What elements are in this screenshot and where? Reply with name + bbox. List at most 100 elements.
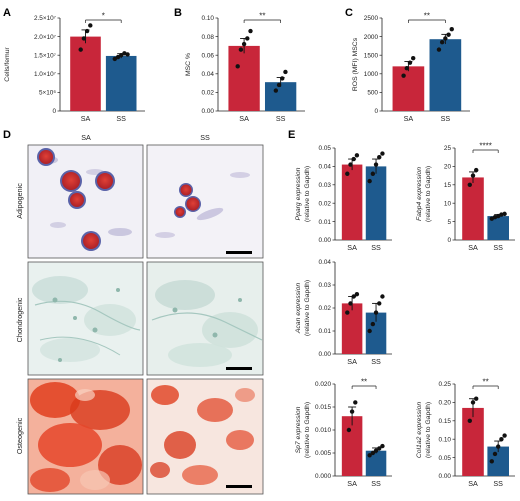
micrograph-adipogenic-ss <box>146 144 264 259</box>
significance-label: ** <box>482 378 488 387</box>
y-tick-label: 1.0×10⁷ <box>34 71 57 78</box>
category-label: SA <box>347 357 357 366</box>
data-point <box>370 171 376 176</box>
significance-label: ** <box>259 12 265 21</box>
y-tick-label: 0.25 <box>439 381 452 388</box>
y-tick-label: 0.00 <box>319 237 332 244</box>
y-tick-label: 0.02 <box>319 305 332 312</box>
data-point <box>84 28 90 34</box>
data-point <box>276 82 282 88</box>
y-tick-label: 2500 <box>364 15 379 22</box>
bar-sa <box>228 45 260 111</box>
image-column-header-ss: SS <box>200 133 210 142</box>
y-tick-label: 0.01 <box>319 219 332 226</box>
chart-e4: 0.000 0.005 0.010 0.015 0.020 Sp7 expression(… <box>295 378 392 488</box>
category-label: SA <box>347 479 357 488</box>
data-point <box>467 182 472 187</box>
y-axis-label: Sp7 expression <box>295 406 302 453</box>
data-point <box>404 66 409 71</box>
data-point <box>345 171 350 176</box>
data-point <box>443 36 448 41</box>
y-tick-label: 0.02 <box>319 200 332 207</box>
category-label: SS <box>441 114 451 123</box>
micrograph-grid: SA SS Adipogenic Chondrogenic Osteogenic <box>15 133 264 495</box>
data-point <box>367 328 372 334</box>
data-point <box>351 294 356 299</box>
y-tick-label: 0.04 <box>319 259 332 266</box>
data-point <box>370 450 376 456</box>
y-tick-label: 0.03 <box>319 282 332 289</box>
image-row-label-chondrogenic: Chondrogenic <box>15 297 24 342</box>
data-point <box>115 54 121 60</box>
data-point <box>283 69 288 75</box>
scale-bar <box>226 485 252 488</box>
category-label: SA <box>468 479 478 488</box>
micrograph-adipogenic-sa <box>27 144 144 259</box>
micrograph-chondrogenic-ss <box>146 261 264 376</box>
y-tick-label: 20 <box>444 164 452 171</box>
y-tick-label: 0.00 <box>319 351 332 358</box>
data-point <box>377 301 382 306</box>
data-point <box>380 443 385 449</box>
chart-e2: 0 5 10 15 20 25 Fabp4 expression (relative to G… <box>416 142 515 252</box>
y-axis-label-unit: (relative to Gapdh) <box>304 280 311 336</box>
data-point <box>439 39 445 45</box>
y-tick-label: 0.10 <box>439 436 452 443</box>
data-point <box>119 53 124 58</box>
y-tick-label: 2.5×10⁷ <box>34 15 57 22</box>
data-point <box>245 36 250 41</box>
data-point <box>78 47 83 52</box>
y-axis-label-unit: (relative to Gapdh) <box>304 402 311 458</box>
y-tick-label: 0.015 <box>315 404 331 411</box>
chart-c: 0 500 1000 1500 2000 2500 ROS (MFI) MSCs SA SS ** <box>352 12 470 123</box>
y-tick-label: 0.01 <box>319 328 332 335</box>
chart-e3: 0.00 0.01 0.02 0.03 0.04 Acan expression (rela… <box>295 259 392 366</box>
y-tick-label: 2.0×10⁷ <box>34 34 57 41</box>
bar-ss <box>264 82 297 111</box>
y-axis-label: Pparg expression <box>295 167 302 220</box>
y-tick-label: 0.20 <box>439 400 452 407</box>
y-tick-label: 0.00 <box>202 108 215 115</box>
bar-sa <box>341 416 363 476</box>
y-axis-label-unit: (relative to Gapdh) <box>425 166 432 222</box>
panel-label-d: D <box>3 129 11 141</box>
data-point <box>380 294 385 299</box>
y-tick-label: 0.02 <box>202 90 215 97</box>
y-axis-label: Fabp4 expression <box>416 167 423 221</box>
y-axis-label: Acan expression <box>295 283 302 334</box>
chart-b: 0.00 0.02 0.04 0.06 0.08 0.10 MSC % SA SS ** <box>185 12 305 123</box>
y-tick-label: 0.06 <box>202 52 215 59</box>
bar-sa <box>70 36 101 111</box>
data-point <box>499 437 504 442</box>
scale-bar <box>226 251 252 254</box>
chart-e1: 0.00 0.01 0.02 0.03 0.04 0.05 Pparg expression… <box>295 145 392 252</box>
data-point <box>470 400 476 405</box>
data-point <box>81 36 87 41</box>
category-label: SS <box>371 243 381 252</box>
y-tick-label: 0.005 <box>315 450 331 457</box>
data-point <box>348 162 353 167</box>
data-point <box>367 178 372 184</box>
data-point <box>349 409 355 414</box>
data-point <box>112 56 118 62</box>
data-point <box>346 427 352 433</box>
y-tick-label: 0 <box>52 108 56 115</box>
y-tick-label: 0 <box>374 108 378 115</box>
data-point <box>496 444 501 449</box>
y-tick-label: 0.010 <box>315 427 331 434</box>
data-point <box>273 88 279 93</box>
micrograph-chondrogenic-sa <box>27 261 144 376</box>
y-tick-label: 0.04 <box>319 164 332 171</box>
y-axis-label: Cells/femur <box>4 47 11 82</box>
y-tick-label: 0.10 <box>202 15 215 22</box>
y-axis-label: ROS (MFI) MSCs <box>352 37 359 91</box>
bar-sa <box>462 407 484 476</box>
data-point <box>411 55 416 61</box>
category-label: SA <box>347 243 357 252</box>
y-tick-label: 5 <box>447 219 451 226</box>
bar-charts: 0 5×10⁶ 1.0×10⁷ 1.5×10⁷ 2.0×10⁷ 2.5×10⁷ Cells/… <box>4 12 515 488</box>
category-label: SA <box>404 114 414 123</box>
y-tick-label: 0.020 <box>315 381 331 388</box>
data-point <box>354 292 360 297</box>
image-row-label-adipogenic: Adipogenic <box>15 183 24 219</box>
